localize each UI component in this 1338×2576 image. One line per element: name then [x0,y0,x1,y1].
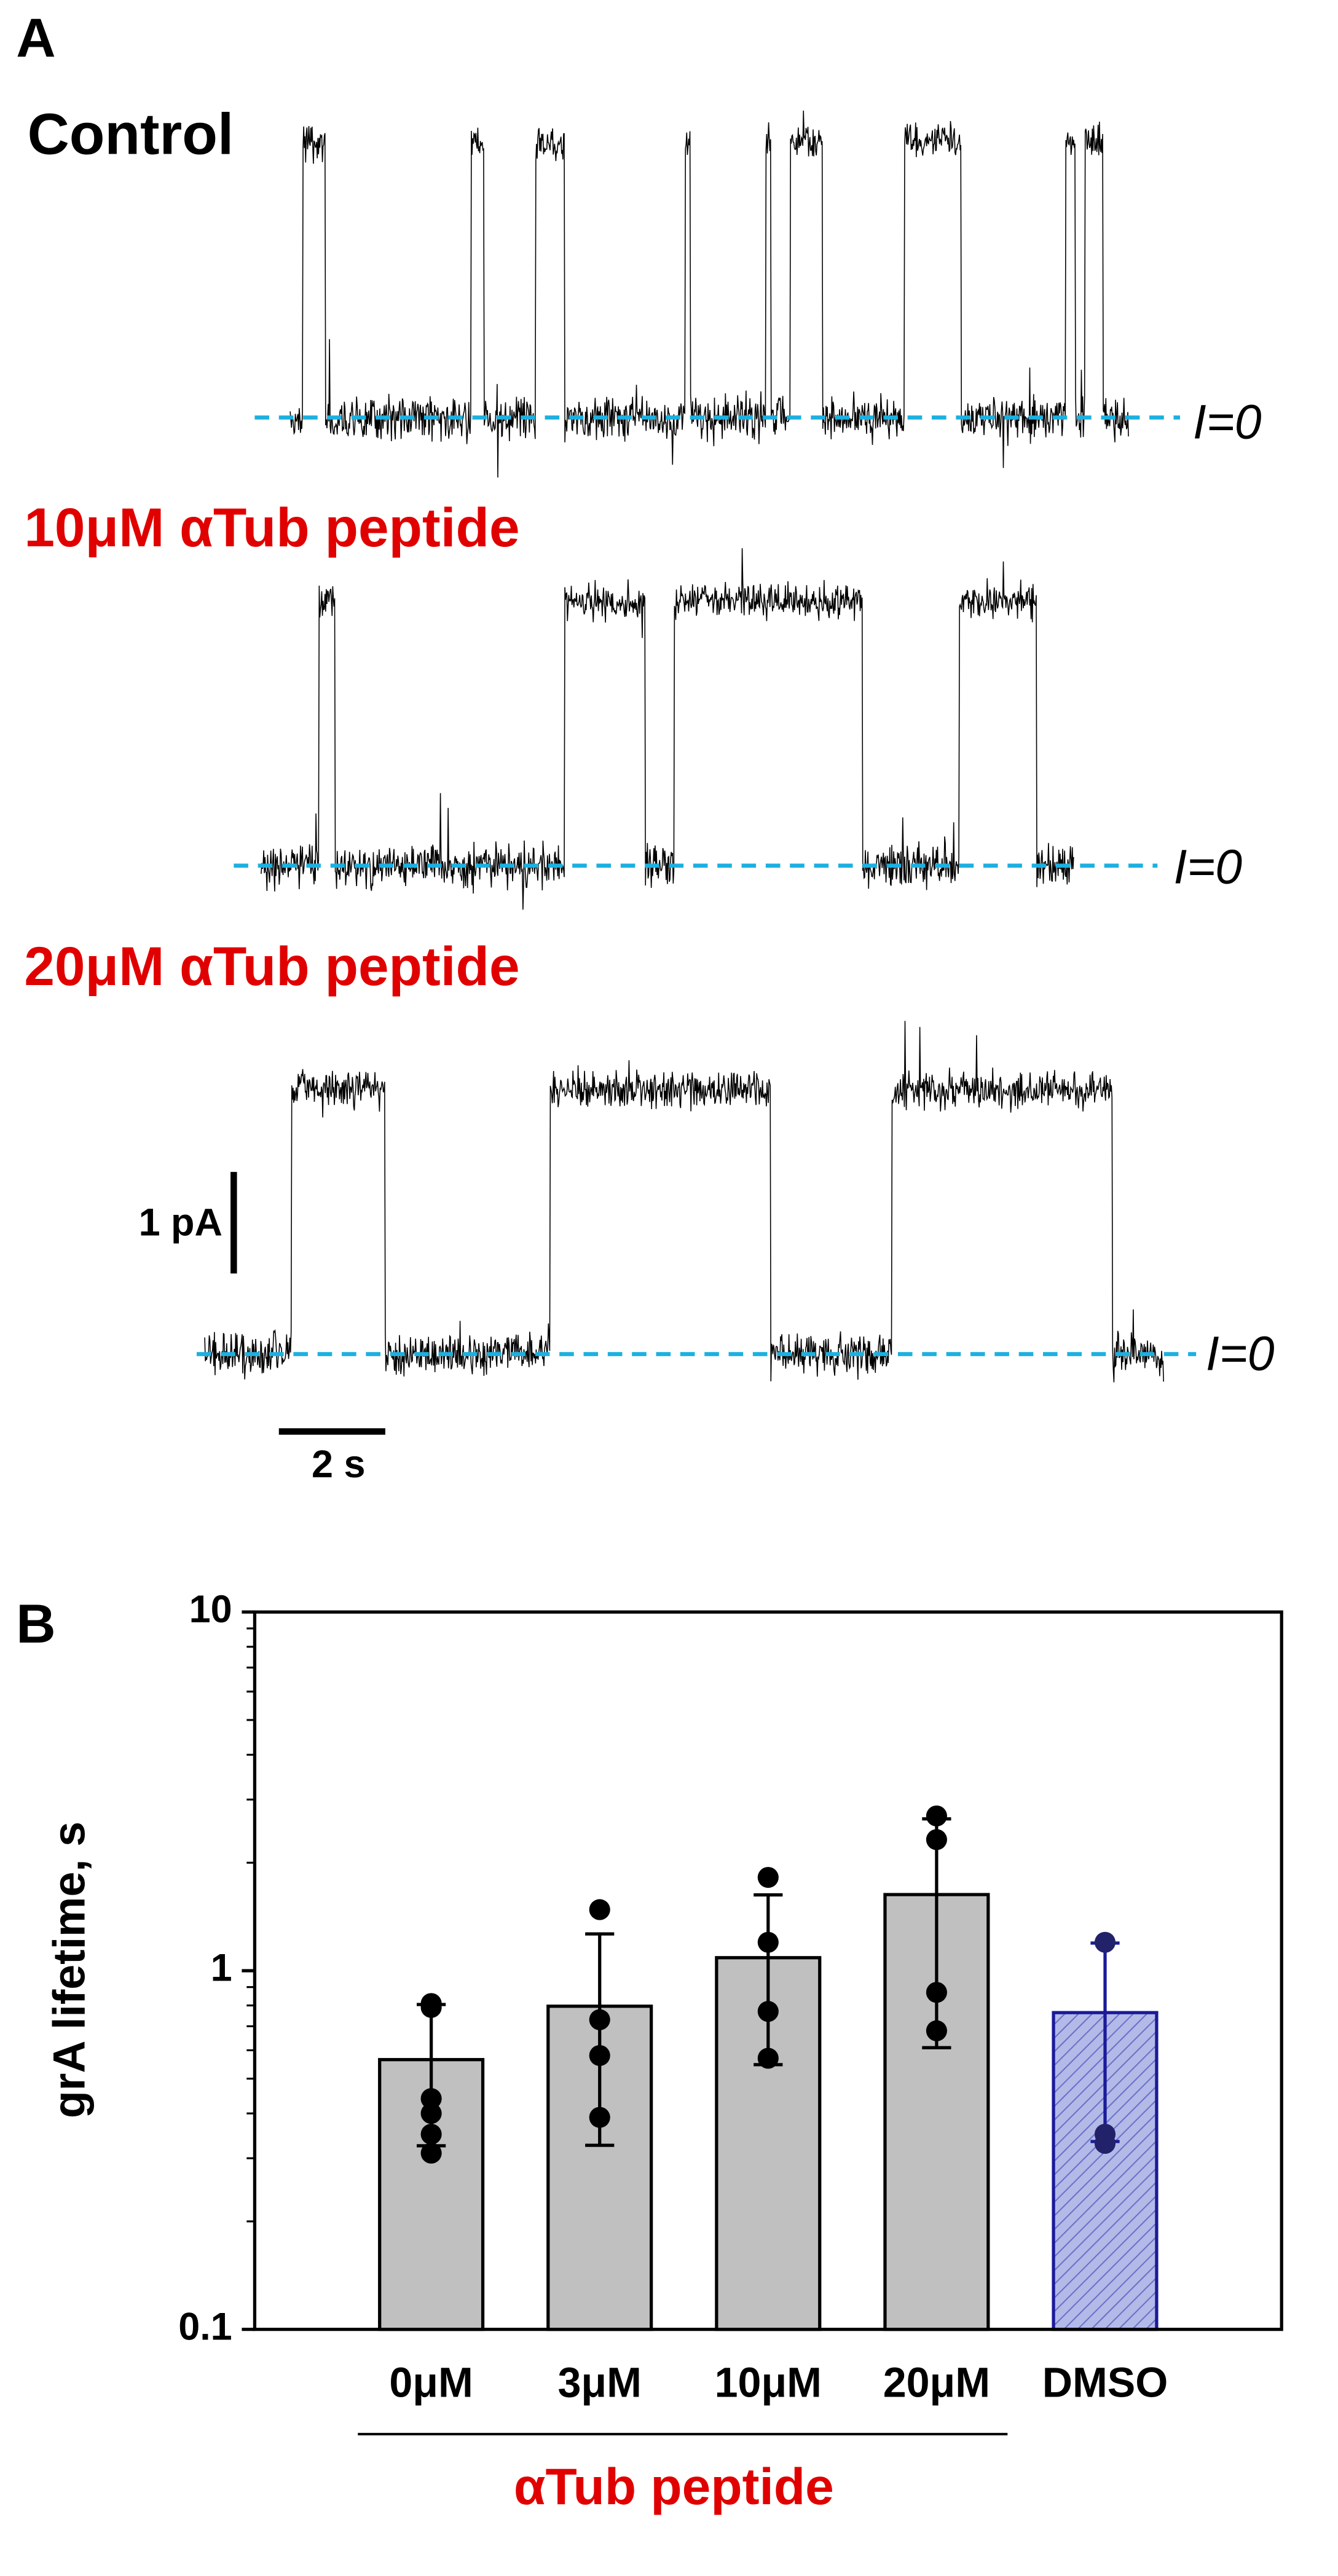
data-point [420,2103,442,2124]
x-tick-label: 10μM [715,2359,822,2406]
data-point [926,1982,947,2003]
data-point [757,1867,779,1888]
y-tick-label: 1 [211,1947,232,1990]
data-point [420,2124,442,2145]
data-point [589,2044,610,2067]
data-point [589,1899,610,1920]
current-trace [289,110,1129,478]
trace-label: 20μM αTub peptide [24,935,519,997]
data-point [757,2001,779,2022]
panel-label: A [16,7,55,68]
data-point [757,2048,779,2069]
y-tick-label: 10 [189,1588,232,1631]
panel-label: B [16,1593,55,1654]
group-label: αTub peptide [514,2457,834,2515]
data-point [926,2020,947,2041]
zero-label: I=0 [1206,1327,1275,1381]
y-axis-label: grA lifetime, s [44,1821,94,2118]
x-tick-label: 3μM [557,2359,641,2406]
x-tick-label: DMSO [1042,2359,1168,2406]
current-trace [204,1021,1164,1383]
x-tick-label: 0μM [389,2359,473,2406]
trace-label: 10μM αTub peptide [24,497,519,558]
bar [1052,2011,1159,2331]
data-point [589,2009,610,2030]
current-trace [261,548,1074,910]
bar-chart: 0μM 3μM 10μM 20μM DMSO 0.1 1 10 [178,1588,1283,2406]
x-tick-label: 20μM [883,2359,990,2406]
data-point [926,1829,947,1850]
zero-label: I=0 [1193,395,1262,449]
trace-label: Control [28,103,234,167]
data-point [589,2107,610,2128]
data-point [1094,2132,1116,2154]
traces [196,110,1197,1383]
data-point [926,1805,947,1827]
data-point [420,2088,442,2110]
data-point [1094,1931,1116,1953]
zero-label: I=0 [1173,839,1242,893]
current-scale-label: 1 pA [139,1201,222,1244]
data-point [420,1997,442,2018]
data-point [757,1931,779,1953]
time-scale-label: 2 s [312,1443,365,1486]
data-point [420,2142,442,2164]
y-tick-label: 0.1 [178,2305,232,2348]
